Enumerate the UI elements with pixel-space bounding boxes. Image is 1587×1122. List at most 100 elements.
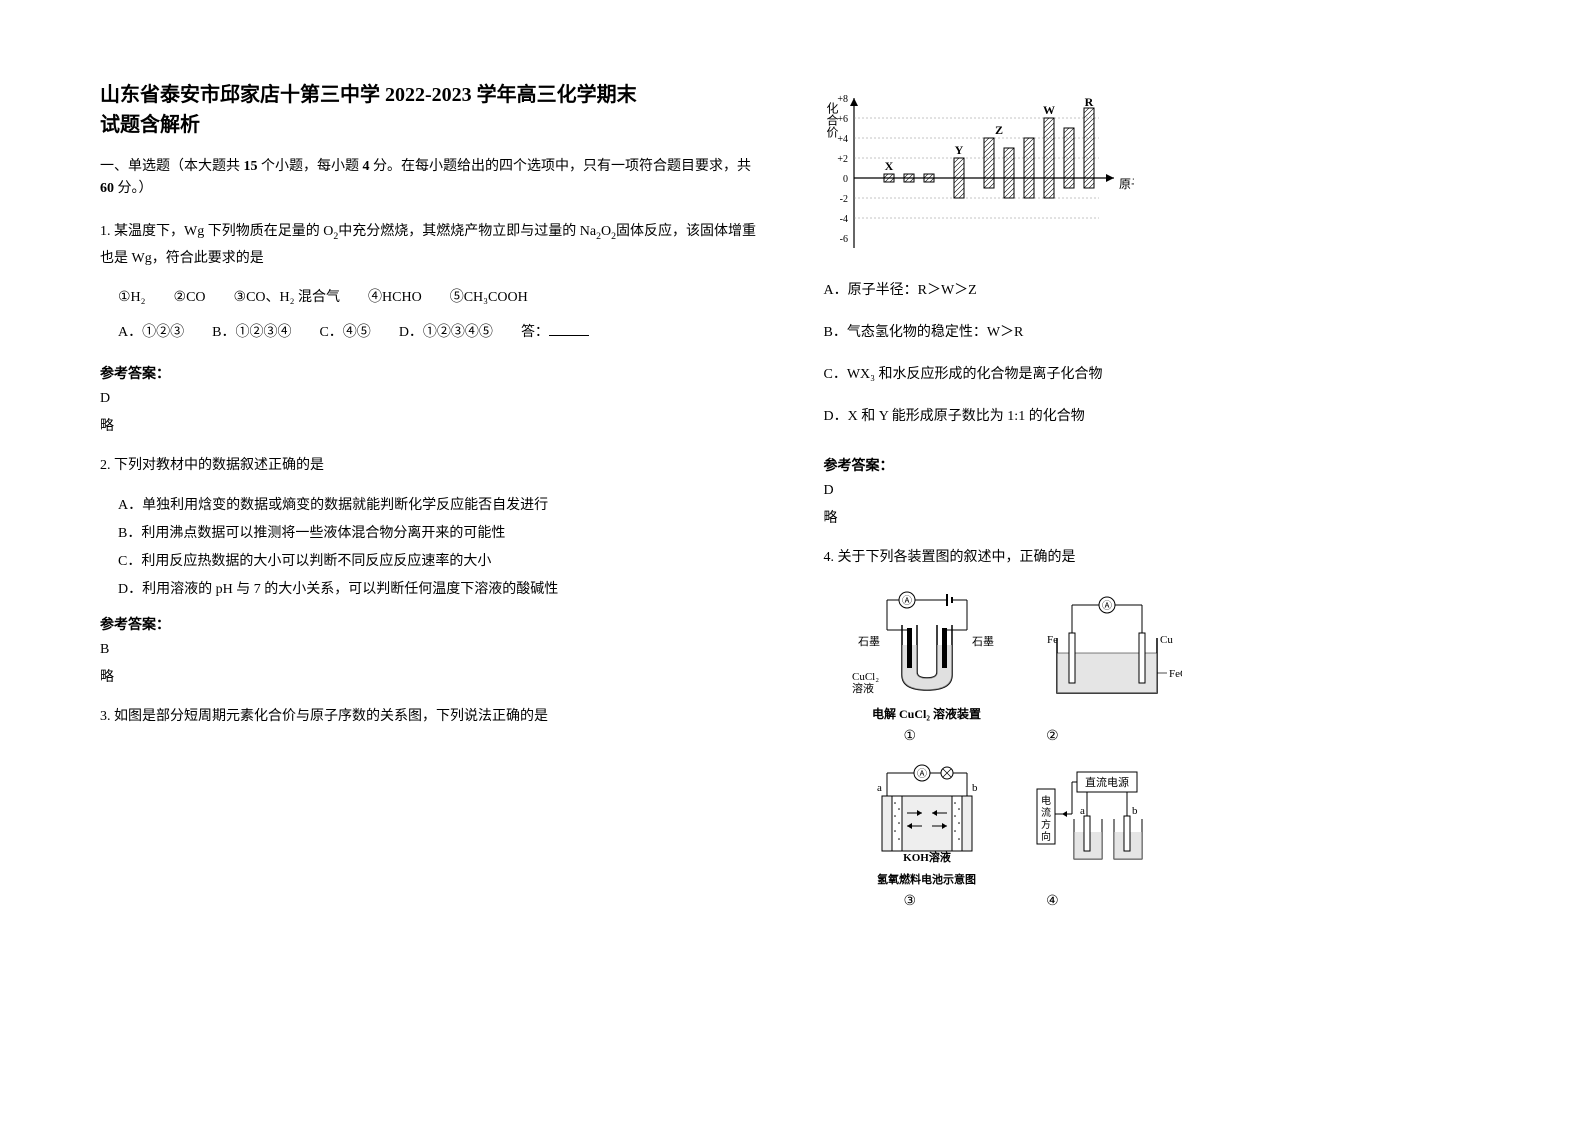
q3-opt-b: B．气态氢化物的稳定性：W＞R xyxy=(824,319,1488,347)
electrode-left xyxy=(907,628,912,668)
label-y: Y xyxy=(954,143,963,157)
q1-answer: D xyxy=(100,391,764,407)
q3-chart: +8 +6 +4 +2 0 -2 -4 -6 xyxy=(824,88,1488,263)
intro-mid2: 分。在每小题给出的四个选项中，只有一项符合题目要求，共 xyxy=(370,159,752,174)
elec-a xyxy=(1084,816,1090,851)
q1-answer-label: 参考答案： xyxy=(100,363,764,383)
q1-opt-a: A．①②③ xyxy=(118,321,184,341)
bar-extra5 xyxy=(1064,128,1074,188)
intro-total: 60 xyxy=(100,181,114,196)
meter-label: Ⓐ xyxy=(1102,600,1112,612)
q4-row2: Ⓐ a b xyxy=(852,761,1488,887)
label-x: X xyxy=(884,159,893,173)
sol-label: FeCl₃ xyxy=(1169,668,1182,680)
bar-extra4 xyxy=(1024,138,1034,198)
ytick-0: 0 xyxy=(843,174,848,185)
q3-answer-label: 参考答案： xyxy=(824,455,1488,475)
fig3-caption: 氢氧燃料电池示意图 xyxy=(877,871,976,887)
title-line-1: 山东省泰安市邱家店十第三中学 2022-2023 学年高三化学期末 xyxy=(100,84,637,106)
label-r: R xyxy=(1084,95,1093,109)
fig4-num: ④ xyxy=(1046,893,1059,910)
u-tube-inner xyxy=(917,625,937,678)
ytick-2: +2 xyxy=(837,154,848,165)
fig1-caption: 电解 CuCl₂ 溶液装置 xyxy=(872,705,981,722)
q3-opt-a: A．原子半径：R＞W＞Z xyxy=(824,277,1488,305)
q1-stem-c: O xyxy=(601,224,611,239)
q4-row1: Ⓐ 石墨 石墨 xyxy=(852,590,1488,722)
q1-items: ①H₂ ②CO ③CO、H₂ 混合气 ④HCHO ⑤CH₃COOH xyxy=(100,285,764,312)
q2-note: 略 xyxy=(100,666,764,686)
arrow-icon xyxy=(1062,811,1067,817)
q1-opt-c: C．④⑤ xyxy=(319,321,370,341)
title-line-2: 试题含解析 xyxy=(100,114,200,136)
fig2-num: ② xyxy=(1046,728,1059,745)
bar-y xyxy=(954,158,964,198)
q2-opt-c: C．利用反应热数据的大小可以判断不同反应反应速率的大小 xyxy=(100,548,764,576)
bar-x xyxy=(884,174,894,182)
q3-opt-c: C．WX₃ 和水反应形成的化合物是离子化合物 xyxy=(824,361,1488,389)
bar-r xyxy=(1084,108,1094,188)
cu-label: Cu xyxy=(1160,634,1173,646)
q4-stem: 4. 关于下列各装置图的叙述中，正确的是 xyxy=(824,545,1488,572)
q1-stem-a: 1. 某温度下，Wg 下列物质在足量的 O xyxy=(100,224,333,239)
intro-prefix: 一、单选题（本大题共 xyxy=(100,159,244,174)
intro-per: 4 xyxy=(363,159,370,174)
intro-count: 15 xyxy=(244,159,258,174)
q3-stem: 3. 如图是部分短周期元素化合价与原子序数的关系图，下列说法正确的是 xyxy=(100,704,764,731)
bar-extra1 xyxy=(904,174,914,182)
q4-fig2-svg: Ⓐ Fe Cu FeCl₃ xyxy=(1032,593,1182,708)
a-label: a xyxy=(1080,805,1085,817)
bar-extra2 xyxy=(924,174,934,182)
x-axis-label: 原子序数 xyxy=(1119,176,1134,191)
q4-fig4: 电 流 方 向 直流电源 a b xyxy=(1032,764,1202,887)
q2-opt-b: B．利用沸点数据可以推测将一些液体混合物分离开来的可能性 xyxy=(100,520,764,548)
bar-extra3 xyxy=(1004,148,1014,198)
cd2: 流 xyxy=(1041,806,1051,819)
cd1: 电 xyxy=(1041,794,1051,807)
ytick-m2: -2 xyxy=(839,194,847,205)
porous-right xyxy=(952,796,962,851)
q4-nums-2: ③ ④ xyxy=(904,893,1488,910)
meter-label: Ⓐ xyxy=(917,768,927,780)
blank-line xyxy=(549,322,589,336)
ytick-m6: -6 xyxy=(839,234,847,245)
fig1-num: ① xyxy=(904,728,917,745)
fe-electrode xyxy=(1069,633,1075,683)
q1-opt-d: D．①②③④⑤ xyxy=(399,321,493,341)
x-arrow xyxy=(1106,174,1114,182)
label-z: Z xyxy=(994,123,1002,137)
q1-answer-tail: 答： xyxy=(521,321,589,341)
b-label: b xyxy=(972,782,978,794)
elec-b xyxy=(1124,816,1130,851)
intro-mid1: 个小题，每小题 xyxy=(258,159,363,174)
q1-note: 略 xyxy=(100,415,764,435)
right-column: +8 +6 +4 +2 0 -2 -4 -6 xyxy=(824,80,1488,1082)
cd4: 向 xyxy=(1041,830,1051,843)
q1-stem: 1. 某温度下，Wg 下列物质在足量的 O2中充分燃烧，其燃烧产物立即与过量的 … xyxy=(100,219,764,273)
label-w: W xyxy=(1043,103,1055,117)
q4-fig3: Ⓐ a b xyxy=(852,761,1002,887)
q2-opt-a: A．单独利用焓变的数据或熵变的数据就能判断化学反应能否自发进行 xyxy=(100,492,764,520)
koh-label: KOH溶液 xyxy=(903,850,952,864)
dc-label: 直流电源 xyxy=(1085,775,1129,789)
y-arrow xyxy=(850,98,858,106)
q3-answer: D xyxy=(824,483,1488,499)
electrode-right xyxy=(942,628,947,668)
q4-fig3-svg: Ⓐ a b xyxy=(852,761,1002,871)
q2-opt-d: D．利用溶液的 pH 与 7 的大小关系，可以判断任何温度下溶液的酸碱性 xyxy=(100,576,764,604)
sol-label-2: 溶液 xyxy=(852,681,874,695)
q1-tail-text: 答： xyxy=(521,325,549,340)
q3-opt-d: D．X 和 Y 能形成原子数比为 1:1 的化合物 xyxy=(824,403,1488,431)
section-intro: 一、单选题（本大题共 15 个小题，每小题 4 分。在每小题给出的四个选项中，只… xyxy=(100,156,764,201)
fig3-num: ③ xyxy=(904,893,917,910)
q3-note: 略 xyxy=(824,507,1488,527)
q2-answer-label: 参考答案： xyxy=(100,614,764,634)
porous-left xyxy=(892,796,902,851)
y-axis-label: 化合价 xyxy=(825,102,839,138)
q3-chart-svg: +8 +6 +4 +2 0 -2 -4 -6 xyxy=(824,88,1134,258)
q1-stem-b: 中充分燃烧，其燃烧产物立即与过量的 Na xyxy=(338,224,596,239)
cu-electrode xyxy=(1139,633,1145,683)
fe-label: Fe xyxy=(1047,634,1058,646)
q4-nums-1: ① ② xyxy=(904,728,1488,745)
a-label: a xyxy=(877,782,882,794)
